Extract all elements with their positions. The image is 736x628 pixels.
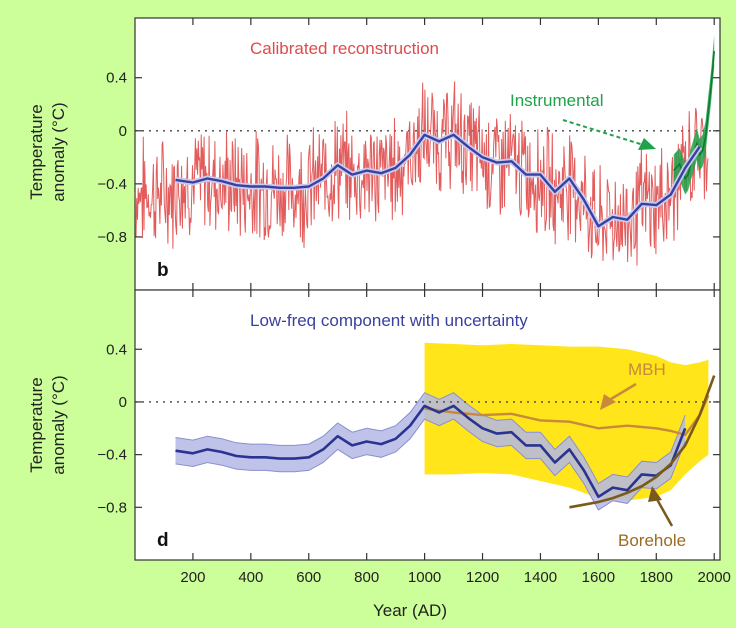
borehole-line	[569, 375, 716, 509]
panel-d: 0.4 0 −0.4 −0.8 200 400 600 800 1000 1200 1400 160…	[27, 289, 731, 586]
panel-b-ytick-label: −0.8	[97, 229, 127, 246]
x-axis-label: Year (AD)	[373, 601, 447, 620]
svg-text:anomaly (°C): anomaly (°C)	[49, 375, 68, 474]
panel-b-ytick-label: 0	[119, 123, 127, 140]
panel-d-ytick-label: −0.4	[97, 447, 127, 464]
panel-d-ylabel: Temperature anomaly (°C)	[27, 375, 68, 474]
instrumental-label: Instrumental	[510, 91, 604, 110]
mbh-arrow	[600, 382, 637, 410]
panel-d-ytick-label: 0	[119, 394, 127, 411]
panel-b-letter: b	[157, 260, 169, 281]
band-upper-edge	[175, 392, 686, 485]
panel-b-ylabel: Temperature anomaly (°C)	[27, 102, 68, 201]
instrumental-band	[673, 35, 715, 195]
borehole-label: Borehole	[618, 531, 686, 550]
panel-b: 0.4 0 −0.4 −0.8 Calibrated reconstruction I…	[27, 17, 721, 291]
panel-d-xtick-label: 1800	[640, 569, 673, 586]
panel-d-annotation: Low-freq component with uncertainty	[250, 311, 528, 330]
panel-d-xtick-label: 1000	[408, 569, 441, 586]
panel-d-xtick-label: 200	[180, 569, 205, 586]
panel-b-ytick-label: −0.4	[97, 176, 127, 193]
svg-text:Temperature: Temperature	[27, 104, 46, 199]
panel-d-xtick-label: 1600	[582, 569, 615, 586]
panel-d-letter: d	[157, 530, 169, 551]
low-frequency-line	[175, 404, 687, 499]
svg-text:anomaly (°C): anomaly (°C)	[49, 102, 68, 201]
low-frequency-uncertainty-band	[175, 392, 686, 510]
low-frequency-line	[175, 133, 701, 228]
panel-d-xtick-label: 600	[296, 569, 321, 586]
panel-d-xtick-label: 400	[238, 569, 263, 586]
panel-d-ytick-label: −0.8	[97, 499, 127, 516]
mbh-label: MBH	[628, 360, 666, 379]
instrumental-arrow	[562, 119, 656, 150]
panel-d-xtick-label: 800	[354, 569, 379, 586]
svg-text:Temperature: Temperature	[27, 377, 46, 472]
panel-d-xtick-label: 1400	[524, 569, 557, 586]
borehole-arrow	[648, 486, 674, 527]
mbh-line	[424, 394, 710, 437]
panel-d-xtick-label: 1200	[466, 569, 499, 586]
panel-d-xtick-label: 2000	[698, 569, 731, 586]
panel-d-ytick-label: 0.4	[106, 341, 127, 358]
panel-b-ytick-label: 0.4	[106, 70, 127, 87]
panel-b-annotation: Calibrated reconstruction	[250, 39, 439, 58]
band-lower-edge	[175, 418, 686, 511]
